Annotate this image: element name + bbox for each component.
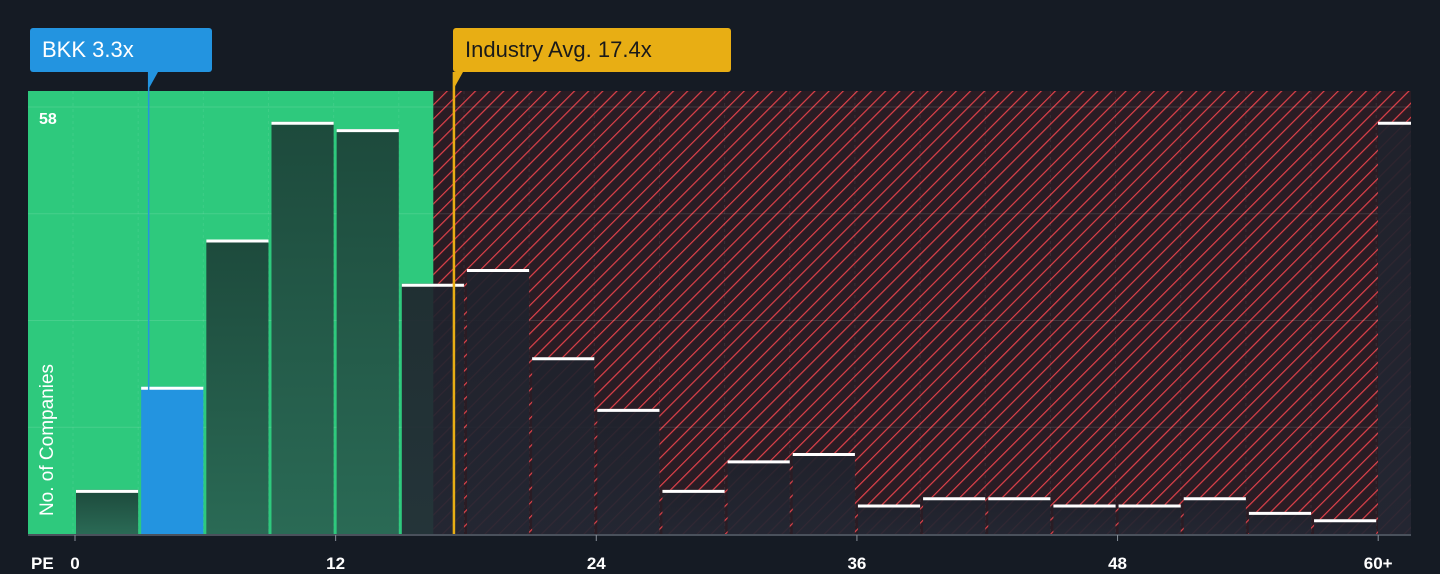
y-axis-label: No. of Companies bbox=[37, 363, 58, 517]
stock-pe-callout: BKK 3.3x bbox=[30, 28, 212, 72]
histogram-bar bbox=[727, 460, 790, 534]
histogram-bar bbox=[206, 239, 269, 534]
histogram-bar bbox=[923, 497, 986, 534]
histogram-bar bbox=[1183, 497, 1246, 534]
histogram-bar bbox=[76, 489, 139, 534]
x-tick-label: 60+ bbox=[1364, 554, 1393, 571]
x-tick-label: 48 bbox=[1108, 554, 1127, 571]
histogram-bar bbox=[792, 453, 855, 534]
histogram-bar bbox=[271, 121, 334, 535]
histogram-bar bbox=[1053, 504, 1116, 534]
histogram-bar bbox=[532, 357, 595, 534]
histogram-bar bbox=[857, 504, 921, 534]
y-axis-max-label: 58 bbox=[39, 111, 57, 128]
histogram-bar bbox=[1378, 121, 1411, 535]
x-tick-label: 24 bbox=[587, 554, 606, 571]
histogram-bar bbox=[1118, 504, 1181, 534]
industry-avg-callout: Industry Avg. 17.4x bbox=[453, 28, 731, 72]
histogram-bar bbox=[1314, 519, 1377, 534]
x-tick-label: 36 bbox=[847, 554, 866, 571]
stock-callout-pointer bbox=[148, 72, 158, 90]
histogram-bar bbox=[597, 408, 660, 534]
x-axis-label: PE bbox=[31, 554, 54, 573]
histogram-bar bbox=[1248, 511, 1312, 534]
x-tick-label: 12 bbox=[326, 554, 345, 571]
industry-callout-pointer bbox=[453, 72, 463, 90]
histogram-bar bbox=[988, 497, 1051, 534]
stock-bar bbox=[141, 386, 204, 534]
histogram-bar bbox=[662, 489, 725, 534]
histogram-bar bbox=[466, 268, 530, 534]
histogram-bar bbox=[336, 129, 399, 534]
x-tick-label: 0 bbox=[70, 554, 79, 571]
overvalued-region bbox=[433, 91, 1411, 534]
